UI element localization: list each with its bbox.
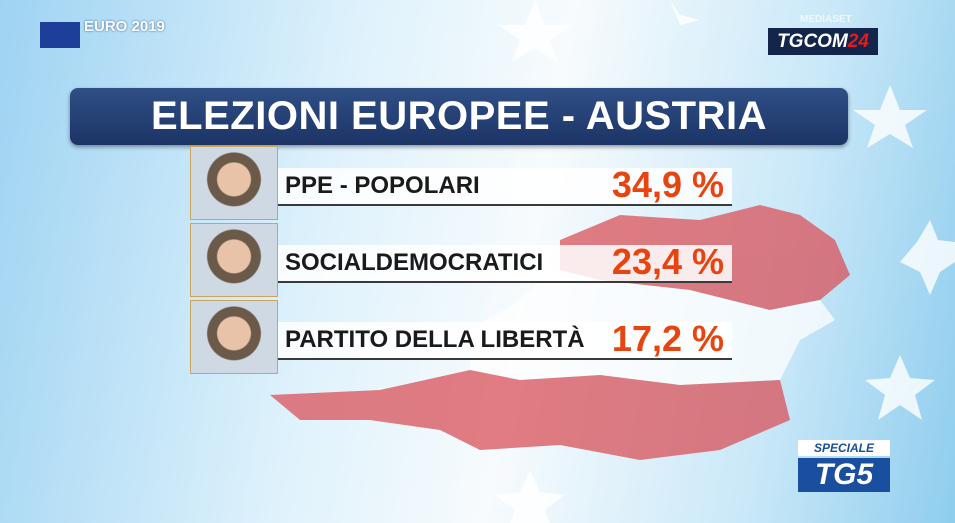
- channel-number: 24: [847, 31, 869, 52]
- result-label: PPE - POPOLARI 34,9 %: [278, 164, 732, 206]
- candidate-photo: [190, 300, 278, 374]
- candidate-photo: [190, 223, 278, 297]
- candidate-photo: [190, 146, 278, 220]
- channel-name: TGCOM: [777, 31, 848, 52]
- party-name: SOCIALDEMOCRATICI: [285, 249, 544, 276]
- result-label: PARTITO DELLA LIBERTÀ 17,2 %: [278, 318, 732, 360]
- title-bar: ELEZIONI EUROPEE - AUSTRIA: [70, 88, 848, 145]
- party-result: 17,2 %: [611, 318, 724, 359]
- party-name: PPE - POPOLARI: [285, 172, 480, 199]
- channel-logo: TGCOM24: [768, 28, 878, 55]
- network-logo: MEDIASET: [800, 14, 852, 25]
- result-row: PARTITO DELLA LIBERTÀ 17,2 %: [190, 300, 732, 374]
- result-row: PPE - POPOLARI 34,9 %: [190, 146, 732, 220]
- party-result: 34,9 %: [611, 164, 724, 205]
- result-row: SOCIALDEMOCRATICI 23,4 %: [190, 223, 732, 297]
- event-logo: EURO 2019: [40, 19, 165, 48]
- party-result: 23,4 %: [611, 241, 724, 282]
- show-tag: SPECIALE: [798, 440, 890, 456]
- party-name: PARTITO DELLA LIBERTÀ: [285, 326, 585, 353]
- result-label: SOCIALDEMOCRATICI 23,4 %: [278, 241, 732, 283]
- show-logo: TG5: [798, 458, 890, 492]
